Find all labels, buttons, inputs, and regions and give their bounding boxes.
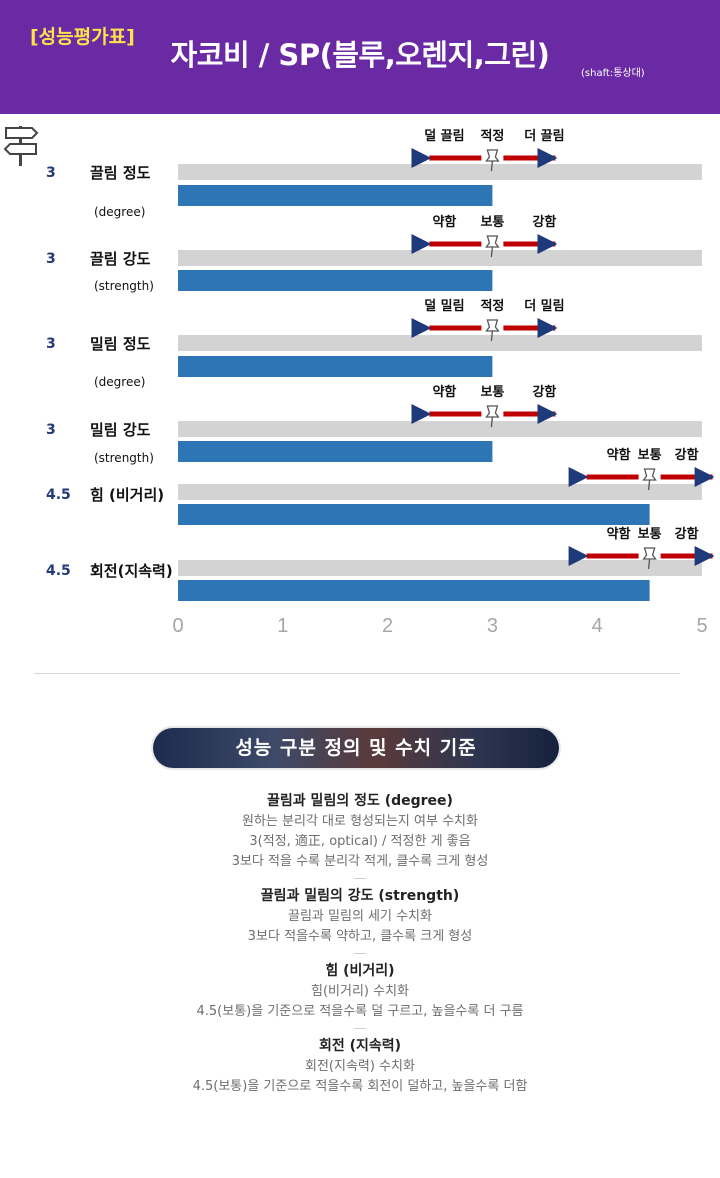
- score-label: 4.5: [46, 563, 71, 579]
- category-sub-label: (strength): [94, 279, 154, 293]
- definition-line: 3(적정, 適正, optical) / 적정한 게 좋음: [249, 834, 471, 849]
- category-sub-label: (strength): [94, 451, 154, 465]
- scale-mid-label: 보통: [638, 448, 662, 463]
- header-banner: [성능평가표] 자코비 / SP(블루,오렌지,그린) (shaft:통상대): [0, 0, 720, 114]
- shaft-note: (shaft:통상대): [581, 68, 645, 79]
- definition-separator: [354, 1028, 366, 1029]
- definition-line: 힘(비거리) 수치화: [311, 984, 409, 999]
- definition-line: 끌림과 밀림의 세기 수치화: [288, 909, 432, 924]
- value-bar: [178, 270, 493, 291]
- scale-high-label: 강함: [532, 214, 556, 230]
- definitions-list: 끌림과 밀림의 정도 (degree) 원하는 분리각 대로 형성되는지 여부 수…: [0, 790, 720, 1097]
- x-tick-label: 0: [172, 615, 183, 637]
- grey-track: [178, 164, 702, 180]
- category-label: 회전(지속력): [90, 562, 173, 580]
- definition-line: 4.5(보통)을 기준으로 적을수록 회전이 덜하고, 높을수록 더함: [192, 1079, 528, 1094]
- scale-low-label: 약함: [432, 384, 456, 400]
- pin-marker-icon: [485, 319, 500, 342]
- score-label: 4.5: [46, 487, 71, 503]
- scale-mid-label: 보통: [480, 215, 504, 230]
- x-tick-label: 3: [487, 615, 498, 637]
- pin-marker-icon: [485, 405, 500, 428]
- category-label: 힘 (비거리): [90, 486, 164, 504]
- definitions-heading: 성능 구분 정의 및 수치 기준: [235, 737, 477, 759]
- definition-title: 끌림과 밀림의 강도 (strength): [260, 888, 460, 904]
- definition-line: 4.5(보통)을 기준으로 적을수록 덜 구르고, 높을수록 더 구름: [196, 1004, 524, 1019]
- chart-row: 3 밀림 강도(strength)약함 보통 강함: [46, 384, 702, 465]
- value-bar: [178, 441, 493, 462]
- value-bar: [178, 504, 650, 525]
- scale-low-label: 약함: [432, 214, 456, 230]
- category-label: 끌림 강도: [90, 250, 151, 268]
- scale-high-label: 강함: [675, 447, 699, 463]
- pin-marker-icon: [485, 149, 500, 172]
- score-label: 3: [46, 336, 56, 352]
- scale-high-label: 강함: [532, 384, 556, 400]
- value-bar: [178, 185, 493, 206]
- scale-high-label: 더 끌림: [524, 128, 564, 144]
- scale-low-label: 덜 끌림: [424, 128, 464, 144]
- chart-row: 4.5 회전(지속력) 약함 보통 강함: [46, 526, 715, 601]
- score-label: 3: [46, 251, 56, 267]
- grey-track: [178, 560, 702, 576]
- scale-mid-label: 적정: [480, 298, 504, 314]
- pin-marker-icon: [485, 235, 500, 258]
- category-label: 밀림 강도: [90, 421, 151, 439]
- category-sub-label: (degree): [94, 205, 145, 219]
- grey-track: [178, 335, 702, 351]
- definition-separator: [354, 878, 366, 879]
- scale-mid-label: 보통: [480, 385, 504, 400]
- definition-title: 회전 (지속력): [318, 1038, 402, 1054]
- scale-mid-label: 적정: [480, 128, 504, 144]
- category-sub-label: (degree): [94, 375, 145, 389]
- grey-track: [178, 484, 702, 500]
- definitions-heading-banner: 성능 구분 정의 및 수치 기준: [153, 728, 559, 768]
- product-title: 자코비 / SP(블루,오렌지,그린): [170, 38, 550, 72]
- category-label: 끌림 정도: [90, 164, 151, 182]
- value-bar: [178, 580, 650, 601]
- scale-low-label: 약함: [607, 526, 631, 542]
- grey-track: [178, 250, 702, 266]
- signpost-icon: [3, 126, 39, 166]
- grey-track: [178, 421, 702, 437]
- scale-high-label: 강함: [675, 526, 699, 542]
- x-tick-label: 1: [277, 615, 288, 637]
- score-label: 3: [46, 422, 56, 438]
- category-label: 밀림 정도: [90, 335, 151, 353]
- performance-chart: 3 끌림 정도(degree)덜 끌림 적정 더 끌림3 끌림 강도(strength)…: [3, 126, 715, 637]
- x-tick-label: 4: [592, 615, 603, 637]
- definition-line: 원하는 분리각 대로 형성되는지 여부 수치화: [242, 814, 478, 829]
- evaluation-tag: [성능평가표]: [30, 26, 135, 48]
- definition-title: 힘 (비거리): [325, 963, 395, 979]
- score-label: 3: [46, 165, 56, 181]
- definition-line: 3보다 적을수록 약하고, 클수록 크게 형성: [247, 929, 473, 944]
- x-tick-label: 2: [382, 615, 393, 637]
- value-bar: [178, 356, 493, 377]
- chart-row: 3 끌림 정도 (degree) 덜 끌림 적정 더 끌림: [46, 128, 702, 219]
- pin-marker-icon: [642, 468, 657, 491]
- scale-high-label: 더 밀림: [524, 298, 564, 314]
- definition-line: 3보다 적을 수록 분리각 적게, 클수록 크게 형성: [231, 854, 489, 869]
- chart-row: 4.5 힘 (비거리) 약함 보통 강함: [46, 447, 715, 525]
- x-tick-label: 5: [696, 615, 707, 637]
- definition-line: 회전(지속력) 수치화: [305, 1059, 415, 1074]
- chart-row: 3 끌림 강도 (strength) 약함 보통 강함: [46, 214, 702, 293]
- scale-low-label: 약함: [607, 447, 631, 463]
- section-divider: [34, 673, 680, 674]
- scale-mid-label: 보통: [638, 527, 662, 542]
- chart-row: 3 밀림 정도 (degree) 덜 밀림 적정 더 밀림: [46, 298, 702, 389]
- pin-marker-icon: [642, 547, 657, 570]
- scale-low-label: 덜 밀림: [424, 298, 464, 314]
- definition-separator: [354, 953, 366, 954]
- definition-title: 끌림과 밀림의 정도 (degree): [267, 793, 453, 809]
